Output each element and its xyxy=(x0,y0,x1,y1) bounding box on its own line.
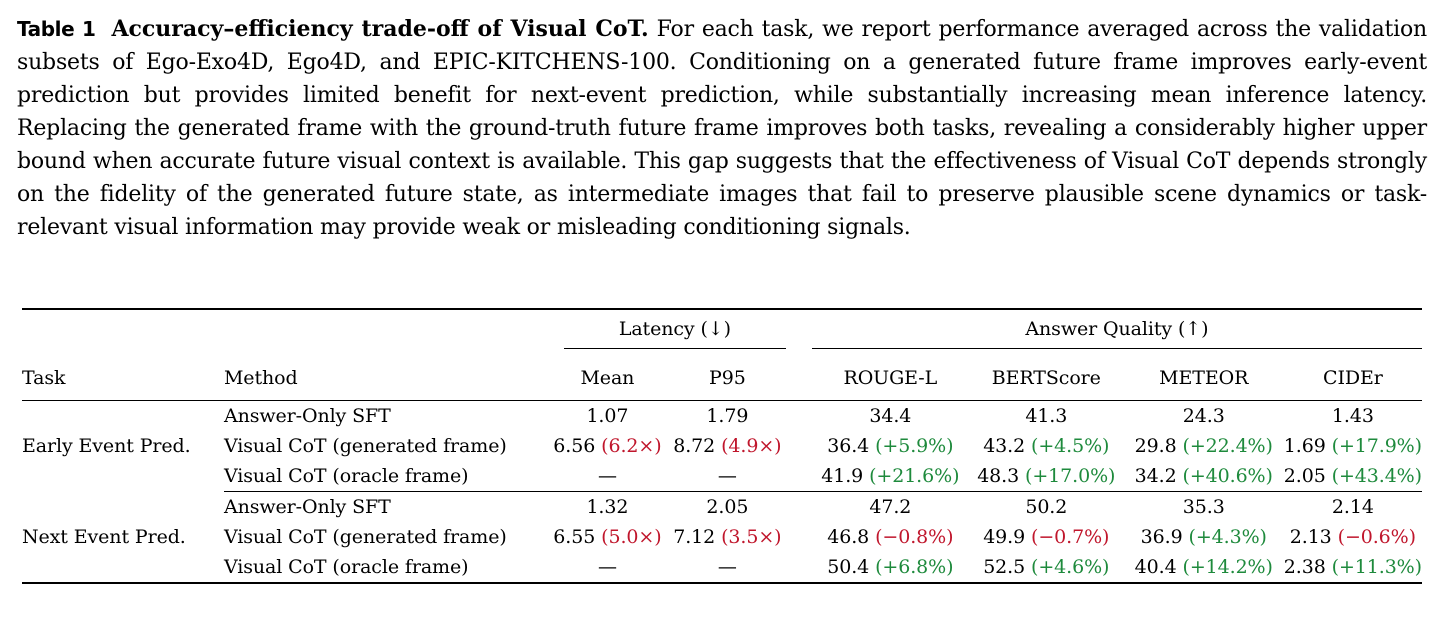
table-row: Visual CoT (oracle frame) — — 50.4 (+6.8… xyxy=(22,552,1422,584)
p95-cell: 1.79 xyxy=(706,405,749,427)
meteor-cell: 40.4 (+14.2%) xyxy=(1123,552,1284,584)
task-next-event: Next Event Pred. xyxy=(22,491,224,584)
bertscore-delta: (+17.0%) xyxy=(1025,465,1116,487)
rouge-delta: (+5.9%) xyxy=(875,435,954,457)
meteor-delta: (+14.2%) xyxy=(1182,556,1273,578)
bertscore-cell: 50.2 xyxy=(1025,496,1068,518)
cider-delta: (+43.4%) xyxy=(1331,465,1422,487)
cider-cell: 2.38 (+11.3%) xyxy=(1283,552,1422,584)
mean-cell: 6.56 (6.2×) xyxy=(553,435,662,457)
rouge-cell: 46.8 (−0.8%) xyxy=(827,526,954,548)
p95-delta: (3.5×) xyxy=(721,526,782,548)
header-meteor: METEOR xyxy=(1123,356,1284,401)
table-caption: Table 1 Accuracy–efficiency trade-off of… xyxy=(17,13,1427,244)
bertscore-delta: (+4.5%) xyxy=(1031,435,1110,457)
p95-cell: 2.05 xyxy=(706,496,749,518)
rouge-delta: (−0.8%) xyxy=(875,526,954,548)
mean-cell: 1.07 xyxy=(586,405,629,427)
method-cell: Visual CoT (generated frame) xyxy=(223,526,507,548)
cider-cell: 2.14 xyxy=(1331,496,1374,518)
mean-cell: 1.32 xyxy=(586,496,629,518)
bertscore-cell: 48.3 (+17.0%) xyxy=(968,461,1124,492)
cider-cell: 2.05 (+43.4%) xyxy=(1283,461,1422,492)
cider-cell: 1.43 xyxy=(1331,405,1374,427)
meteor-cell: 34.2 (+40.6%) xyxy=(1123,461,1284,492)
p95-cell: 7.12 (3.5×) xyxy=(673,526,782,548)
bertscore-delta: (+4.6%) xyxy=(1031,556,1110,578)
p95-cell: — xyxy=(664,552,790,584)
rouge-cell: 34.4 xyxy=(869,405,912,427)
meteor-cell: 36.9 (+4.3%) xyxy=(1140,526,1267,548)
table-row: Early Event Pred. Answer-Only SFT 1.07 1… xyxy=(22,401,1422,457)
task-early-event: Early Event Pred. xyxy=(22,435,191,458)
header-cider: CIDEr xyxy=(1283,356,1422,401)
header-method: Method xyxy=(223,356,550,401)
latency-group-label: Latency (↓) xyxy=(563,318,786,349)
p95-cell: — xyxy=(664,461,790,492)
meteor-delta: (+22.4%) xyxy=(1182,435,1273,457)
group-header-row: Latency (↓) Answer Quality (↑) xyxy=(22,309,1422,356)
header-rouge-l: ROUGE-L xyxy=(811,356,969,401)
mean-delta: (6.2×) xyxy=(601,435,662,457)
cider-cell: 1.69 (+17.9%) xyxy=(1283,435,1422,457)
p95-cell: 8.72 (4.9×) xyxy=(673,435,782,457)
method-cell: Answer-Only SFT xyxy=(223,405,391,427)
method-cell: Visual CoT (oracle frame) xyxy=(223,461,550,492)
cider-cell: 2.13 (−0.6%) xyxy=(1289,526,1416,548)
bertscore-cell: 52.5 (+4.6%) xyxy=(968,552,1124,584)
cider-delta: (+17.9%) xyxy=(1331,435,1422,457)
mean-delta: (5.0×) xyxy=(601,526,662,548)
mean-cell: — xyxy=(549,461,665,492)
table-row: Visual CoT (oracle frame) — — 41.9 (+21.… xyxy=(22,461,1422,492)
meteor-delta: (+40.6%) xyxy=(1182,465,1273,487)
caption-title: Accuracy–efficiency trade-off of Visual … xyxy=(111,16,649,42)
header-mean: Mean xyxy=(549,356,665,401)
bertscore-delta: (−0.7%) xyxy=(1031,526,1110,548)
rouge-cell: 36.4 (+5.9%) xyxy=(827,435,954,457)
method-cell: Visual CoT (generated frame) xyxy=(223,435,507,457)
rouge-delta: (+21.6%) xyxy=(869,465,960,487)
caption-label: Table 1 xyxy=(17,17,96,41)
header-p95: P95 xyxy=(664,356,790,401)
bertscore-cell: 43.2 (+4.5%) xyxy=(983,435,1110,457)
rouge-cell: 50.4 (+6.8%) xyxy=(811,552,969,584)
quality-group-label: Answer Quality (↑) xyxy=(811,318,1422,349)
rouge-cell: 47.2 xyxy=(869,496,912,518)
mean-cell: 6.55 (5.0×) xyxy=(553,526,662,548)
header-bertscore: BERTScore xyxy=(968,356,1124,401)
cider-delta: (−0.6%) xyxy=(1337,526,1416,548)
rouge-delta: (+6.8%) xyxy=(875,556,954,578)
rouge-cell: 41.9 (+21.6%) xyxy=(811,461,969,492)
column-header-row: Task Method Mean P95 ROUGE-L BERTScore M… xyxy=(22,356,1422,401)
method-cell: Answer-Only SFT xyxy=(223,496,391,518)
p95-delta: (4.9×) xyxy=(721,435,782,457)
method-cell: Visual CoT (oracle frame) xyxy=(223,552,550,584)
bertscore-cell: 41.3 xyxy=(1025,405,1068,427)
meteor-cell: 35.3 xyxy=(1182,496,1225,518)
cider-delta: (+11.3%) xyxy=(1331,556,1422,578)
meteor-cell: 29.8 (+22.4%) xyxy=(1134,435,1273,457)
meteor-delta: (+4.3%) xyxy=(1188,526,1267,548)
results-table: Latency (↓) Answer Quality (↑) Task Meth… xyxy=(22,308,1422,584)
table-row: Visual CoT (generated frame) 6.55 (5.0×)… xyxy=(22,522,1422,552)
header-task: Task xyxy=(22,356,224,401)
mean-cell: — xyxy=(549,552,665,584)
table-row: Next Event Pred. Answer-Only SFT 1.32 2.… xyxy=(22,491,1422,584)
table-row: Visual CoT (generated frame) 6.56 (6.2×)… xyxy=(22,431,1422,461)
bertscore-cell: 49.9 (−0.7%) xyxy=(983,526,1110,548)
meteor-cell: 24.3 xyxy=(1182,405,1225,427)
latency-group-header: Latency (↓) xyxy=(550,309,790,356)
quality-group-header: Answer Quality (↑) xyxy=(811,309,1422,356)
caption-text: For each task, we report performance ave… xyxy=(17,17,1427,240)
